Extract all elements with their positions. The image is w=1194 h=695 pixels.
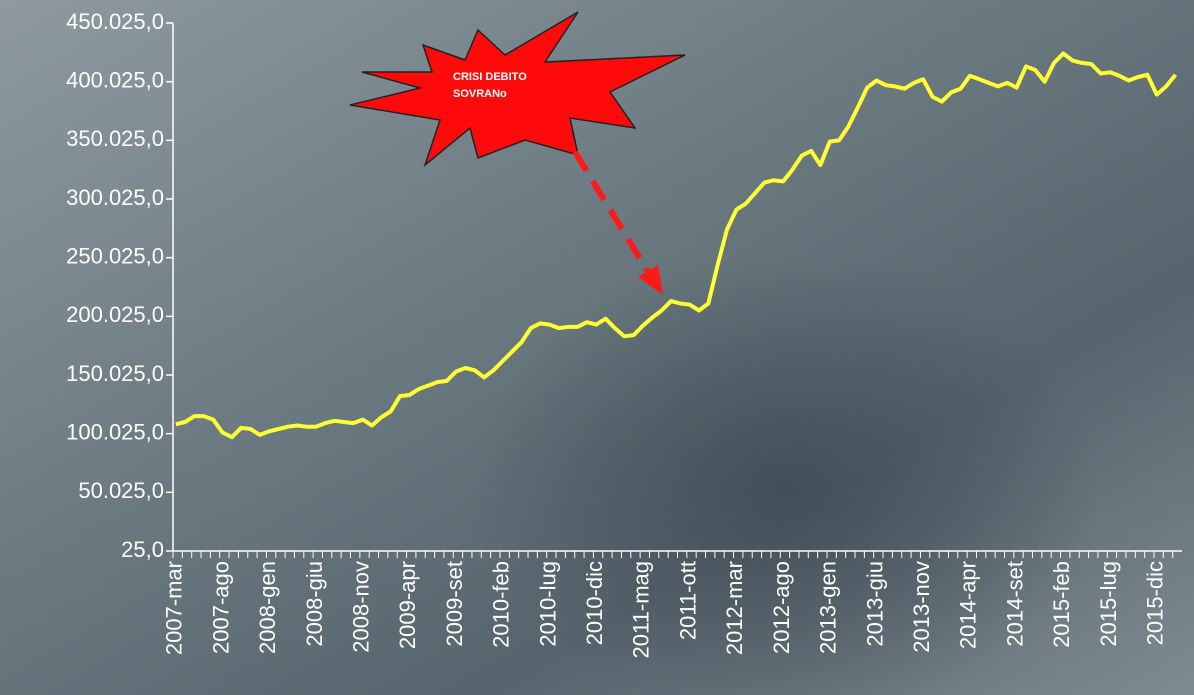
x-tick-label: 2012-ago: [769, 561, 794, 654]
x-tick-label: 2014-apr: [956, 561, 981, 649]
x-tick-label: 2011-mag: [629, 561, 654, 658]
y-tick-label: 350.025,0: [66, 126, 164, 151]
annotation-line: CRISI DEBITO: [453, 71, 527, 83]
y-tick-label: 150.025,0: [66, 361, 164, 386]
y-tick-label: 50.025,0: [78, 478, 164, 503]
x-tick-label: 2007-mar: [162, 561, 187, 655]
x-tick-label: 2008-giu: [302, 561, 327, 647]
x-tick-label: 2013-nov: [909, 561, 934, 653]
y-tick-label: 250.025,0: [66, 243, 164, 268]
annotation-line: SOVRANo: [453, 88, 507, 100]
x-tick-label: 2010-lug: [535, 561, 560, 647]
page: CRISI DEBITO SOVRANo 25,0 50.025,0 100.025…: [0, 0, 1194, 695]
x-tick-label: 2012-mar: [722, 561, 747, 655]
y-tick-label: 450.025,0: [66, 9, 164, 34]
y-tick-label: 400.025,0: [66, 67, 164, 92]
y-tick-label: 300.025,0: [66, 185, 164, 210]
x-tick-label: 2007-ago: [208, 561, 233, 654]
y-tick-label: 100.025,0: [66, 419, 164, 444]
x-tick-label: 2009-apr: [395, 561, 420, 649]
x-tick-label: 2015-lug: [1096, 561, 1121, 647]
x-tick-label: 2013-gen: [816, 561, 841, 654]
y-tick-label: 200.025,0: [66, 302, 164, 327]
x-tick-label: 2010-dic: [582, 561, 607, 645]
x-tick-label: 2008-nov: [348, 561, 373, 653]
x-tick-label: 2013-giu: [862, 561, 887, 647]
x-tick-label: 2008-gen: [255, 561, 280, 654]
x-tick-label: 2014-set: [1002, 561, 1027, 647]
x-tick-label: 2010-feb: [489, 561, 514, 648]
x-tick-label: 2011-ott: [675, 561, 700, 640]
y-tick-label: 25,0: [121, 537, 164, 562]
x-tick-label: 2009-set: [442, 561, 467, 647]
x-tick-label: 2015-feb: [1049, 561, 1074, 648]
x-tick-label: 2015-dic: [1143, 561, 1168, 645]
chart: CRISI DEBITO SOVRANo 25,0 50.025,0 100.025…: [0, 0, 1194, 695]
